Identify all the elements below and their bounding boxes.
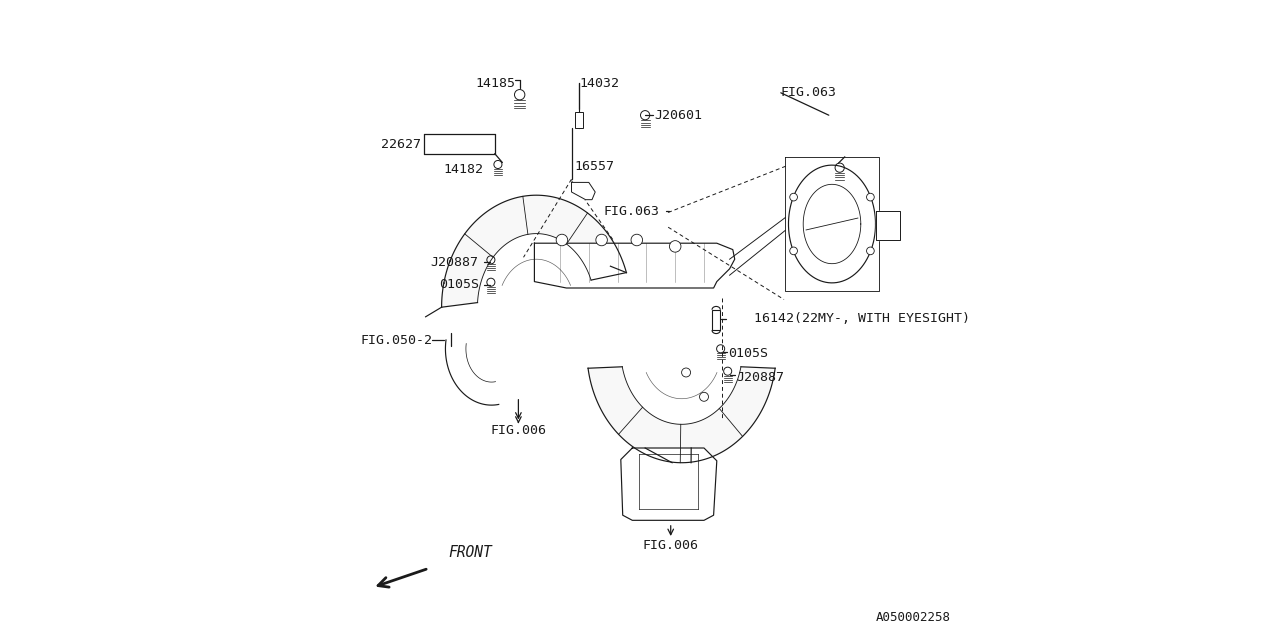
Circle shape <box>790 193 797 201</box>
Circle shape <box>631 234 643 246</box>
Text: FIG.063: FIG.063 <box>603 205 659 218</box>
Circle shape <box>867 193 874 201</box>
Circle shape <box>596 234 608 246</box>
Bar <box>712 310 721 330</box>
Polygon shape <box>788 165 876 283</box>
Text: 0105S: 0105S <box>728 347 768 360</box>
Text: FRONT: FRONT <box>448 545 492 560</box>
Text: J20887: J20887 <box>737 371 785 384</box>
Text: 0105S: 0105S <box>439 278 479 291</box>
Text: 14182: 14182 <box>443 163 484 176</box>
Text: FIG.006: FIG.006 <box>490 424 547 436</box>
Polygon shape <box>588 367 776 463</box>
Polygon shape <box>442 195 626 307</box>
Circle shape <box>557 234 568 246</box>
Text: 16557: 16557 <box>575 160 614 173</box>
Polygon shape <box>876 211 900 240</box>
Text: J20601: J20601 <box>654 109 703 122</box>
Text: 22627: 22627 <box>381 138 421 150</box>
Circle shape <box>669 241 681 252</box>
Polygon shape <box>442 195 626 307</box>
Text: FIG.050-2: FIG.050-2 <box>360 334 433 347</box>
Text: 14185: 14185 <box>475 77 516 90</box>
Polygon shape <box>571 182 595 200</box>
Text: J20887: J20887 <box>430 256 479 269</box>
Bar <box>576 112 584 128</box>
Text: 16142(22MY-, WITH EYESIGHT): 16142(22MY-, WITH EYESIGHT) <box>754 312 970 325</box>
Text: FIG.006: FIG.006 <box>643 539 699 552</box>
Polygon shape <box>621 448 717 520</box>
Text: 14032: 14032 <box>580 77 620 90</box>
Circle shape <box>790 247 797 255</box>
Polygon shape <box>535 243 735 288</box>
Circle shape <box>681 368 691 377</box>
Polygon shape <box>588 367 776 463</box>
Circle shape <box>699 392 709 401</box>
Text: FIG.063: FIG.063 <box>781 86 837 99</box>
Text: A050002258: A050002258 <box>876 611 950 624</box>
Circle shape <box>867 247 874 255</box>
